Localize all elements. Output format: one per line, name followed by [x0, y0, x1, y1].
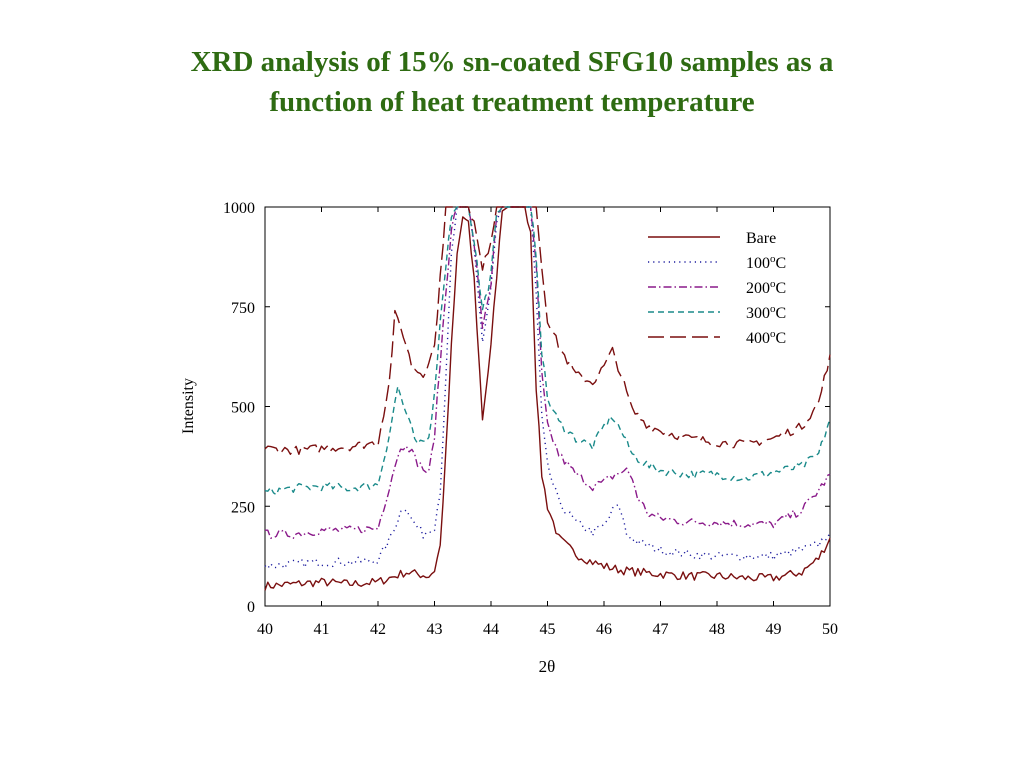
x-tick-label: 46	[596, 621, 612, 638]
legend-label-base: 400	[746, 330, 770, 347]
legend-label-base: 100	[746, 255, 770, 272]
x-axis-label: 2θ	[539, 657, 556, 676]
slide-title-line-2: function of heat treatment temperature	[269, 86, 755, 118]
legend-label-base: Bare	[746, 230, 776, 247]
y-tick-label: 500	[231, 400, 255, 417]
legend-label-base: 300	[746, 305, 770, 322]
y-tick-label: 750	[231, 300, 255, 317]
x-tick-label: 50	[822, 621, 838, 638]
legend-label: Bare	[746, 230, 776, 247]
series-line-400	[264, 206, 831, 455]
legend-label: 300oC	[746, 303, 786, 322]
x-tick-label: 47	[653, 621, 669, 638]
legend-label-suffix: C	[776, 330, 787, 347]
y-tick-label: 0	[247, 599, 255, 616]
series-layer	[264, 206, 831, 591]
x-tick-label: 48	[709, 621, 725, 638]
legend-label-sup: o	[770, 278, 776, 290]
legend-label: 100oC	[746, 253, 786, 272]
series-line-200	[265, 206, 831, 539]
legend-label-sup: o	[770, 303, 776, 315]
slide-title: XRD analysis of 15% sn-coated SFG10 samp…	[60, 42, 964, 122]
x-tick-label: 45	[540, 621, 556, 638]
legend-label-base: 200	[746, 280, 770, 297]
x-tick-label: 43	[427, 621, 443, 638]
series-line-Bare	[264, 206, 831, 591]
legend-label-suffix: C	[776, 305, 787, 322]
x-tick-label: 40	[257, 621, 273, 638]
y-tick-label: 250	[231, 499, 255, 516]
x-tick-label: 44	[483, 621, 499, 638]
x-tick-label: 49	[766, 621, 782, 638]
y-tick-label: 1000	[223, 200, 255, 217]
x-tick-label: 42	[370, 621, 386, 638]
slide-title-line-1: XRD analysis of 15% sn-coated SFG10 samp…	[190, 46, 834, 78]
legend-label-suffix: C	[776, 255, 787, 272]
legend-label-suffix: C	[776, 280, 787, 297]
legend-label-sup: o	[770, 253, 776, 265]
x-tick-label: 41	[314, 621, 330, 638]
legend-label-sup: o	[770, 328, 776, 340]
legend-label: 400oC	[746, 328, 786, 347]
series-line-300	[264, 206, 831, 496]
legend-label: 200oC	[746, 278, 786, 297]
y-axis-label: Intensity	[180, 378, 197, 434]
